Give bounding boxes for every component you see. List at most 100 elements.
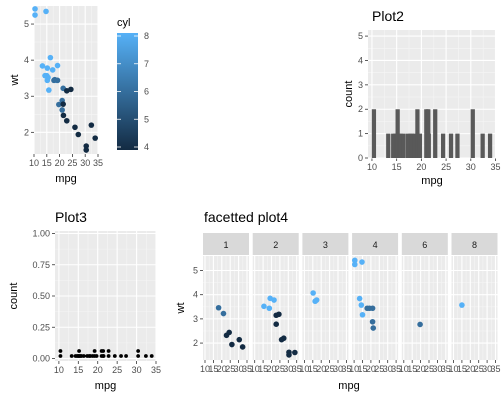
plot4-facet-x-tick-label: 20 (366, 364, 376, 374)
plot1-legend-tick-label: 4 (144, 142, 149, 152)
plot2-y-tick-label: 0 (358, 153, 363, 163)
plot4-facet-x-tick-label: 20 (266, 364, 276, 374)
plot3-y-tick-label: 0.75 (32, 260, 50, 270)
plot3-y-tick-label: 1.00 (32, 229, 50, 239)
plot1-point (54, 62, 61, 69)
plot4-facet-y-tick-label: 3 (193, 314, 198, 324)
plot4-point (271, 297, 277, 303)
plot4-facet-x-tick-label: 30 (234, 364, 244, 374)
plot4-facet-y-tick-label: 4 (193, 290, 198, 300)
plot1-point (44, 65, 51, 71)
plot2-x-tick-label: 15 (392, 162, 402, 172)
plot1-point (43, 8, 49, 15)
plot4-point (229, 341, 235, 348)
plot2-bar (405, 133, 411, 158)
plot1-point (45, 74, 51, 81)
plot4-strip-label: 4 (373, 240, 378, 250)
plot3-dot (58, 349, 63, 353)
plot4-facet-x-tick-label: 35 (441, 364, 451, 374)
plot4-point (286, 352, 292, 358)
plot4-facet-x-tick-label: 15 (308, 364, 318, 374)
plot2-y-tick-label: 2 (358, 104, 363, 114)
plot2-x-axis-label: mpg (421, 175, 442, 187)
plot4-point (292, 349, 298, 356)
plot3-dot (58, 354, 63, 358)
plot1-point (32, 12, 38, 18)
plot2: 10 15 20 25 30 35 0 1 2 3 4 5 Plot2 mpg count (343, 8, 501, 187)
plot3-dot (119, 354, 123, 358)
plot4-facet-x-tick-label: 15 (208, 364, 218, 374)
plot2-bar (409, 133, 415, 158)
plot4-point (215, 304, 222, 311)
plot3-dot (101, 349, 106, 353)
plot3-dot (106, 349, 111, 353)
plot2-bar (487, 133, 493, 158)
plot4-facet-x-tick-label: 35 (292, 364, 302, 374)
plot4-facet-x-tick-label: 30 (333, 364, 343, 374)
plot3-y-axis-label: count (8, 283, 20, 310)
plot1-point (75, 131, 82, 138)
plot2-x-tick-label: 35 (490, 162, 500, 172)
plot2-bar (371, 109, 377, 158)
plot4-strip (451, 233, 498, 255)
plot1-point (83, 147, 90, 153)
plot4-point (370, 325, 377, 331)
plot2-bar (455, 133, 460, 158)
plot4-point (310, 290, 316, 296)
plot2-bar (480, 133, 485, 158)
plot1-point (46, 87, 52, 93)
plot1-legend-title: cyl (117, 17, 130, 29)
plot3-dot (144, 354, 148, 358)
plot4-facet-x-tick-label: 20 (316, 364, 326, 374)
plot3-y-tick-label: 0.25 (32, 322, 50, 332)
plot2-bar (401, 133, 406, 158)
plot3-x-axis-label: mpg (95, 380, 116, 392)
plot4-strip (302, 233, 349, 255)
plot3-dot (112, 354, 117, 358)
plot1-x-tick-label: 10 (29, 158, 39, 168)
plot4-point (236, 336, 243, 343)
plot4-facet-x-tick-label: 30 (383, 364, 393, 374)
plot3-x-tick-label: 10 (54, 365, 64, 375)
plot4-point (280, 335, 287, 342)
plot3-y-tick-label: 0.00 (32, 354, 50, 364)
plot2-y-axis-label: count (343, 81, 355, 108)
plot3-dot (81, 354, 86, 358)
plot4-facet-x-tick-label: 30 (432, 364, 442, 374)
plot4-facet-x-tick-label: 25 (474, 364, 484, 374)
plot2-bar (440, 133, 446, 158)
plot2-x-tick-label: 30 (466, 162, 476, 172)
plot2-title: Plot2 (372, 8, 404, 24)
plot1-legend-colorbar (117, 33, 138, 150)
plot1-x-tick-label: 30 (80, 158, 90, 168)
plot1: 10 15 20 25 30 35 2 3 4 5 mpg wt cyl 4 5 6 7 8 (9, 6, 149, 185)
plot3-x-tick-label: 15 (73, 365, 83, 375)
plot4-facet-x-tick-label: 25 (374, 364, 384, 374)
plot3-y-tick-label: 0.50 (32, 291, 50, 301)
plot3-dot (69, 354, 74, 358)
plot3-dot (149, 354, 154, 358)
plot1-x-tick-label: 25 (67, 158, 77, 168)
plot2-bar (448, 133, 454, 158)
plot1-point (54, 77, 61, 84)
plot4-facet-x-tick-label: 25 (424, 364, 434, 374)
plot4-strip-label: 6 (422, 240, 427, 250)
plot4-facet-x-tick-label: 10 (349, 364, 359, 374)
plot2-bar (426, 133, 431, 158)
plot4-y-axis-label: wt (175, 303, 187, 315)
plot4-point (459, 302, 465, 308)
plot3-dot (101, 354, 106, 358)
plot4-facet-x-tick-label: 35 (341, 364, 351, 374)
plot4-facet-x-tick-label: 25 (325, 364, 335, 374)
plot3-dot (136, 349, 141, 353)
plot4-strip (401, 233, 448, 255)
plot1-x-tick-label: 15 (42, 158, 52, 168)
plot1-point (59, 107, 65, 113)
plot1-legend-tick-label: 6 (144, 87, 149, 97)
plot2-y-tick-label: 3 (358, 80, 363, 90)
